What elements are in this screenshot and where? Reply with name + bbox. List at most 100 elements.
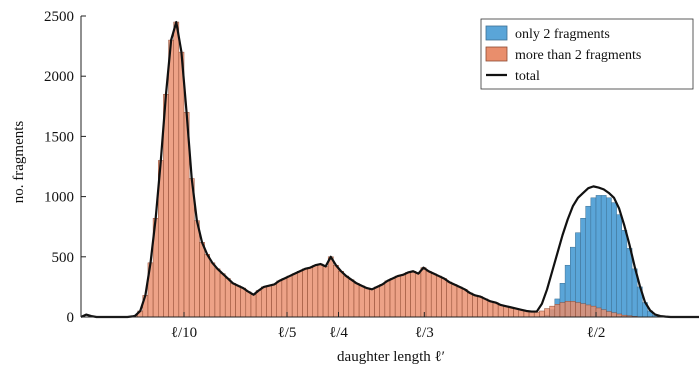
bar-more-than-2-18 — [224, 278, 231, 318]
bar-only-2-15 — [616, 214, 622, 318]
legend-box — [480, 18, 694, 90]
bar-more-than-2-49 — [384, 280, 391, 318]
bar-more-than-2-56 — [420, 267, 427, 318]
bar-more-than-2-86 — [575, 302, 581, 318]
x-axis-label: daughter length ℓ′ — [337, 349, 445, 365]
legend-label-1: more than 2 fragments — [515, 48, 641, 63]
bar-more-than-2-60 — [441, 278, 447, 318]
bar-more-than-2-12 — [194, 220, 200, 318]
bar-more-than-2-66 — [472, 295, 478, 318]
bar-more-than-2-51 — [394, 275, 401, 318]
legend-label-0: only 2 fragments — [515, 27, 610, 42]
bar-more-than-2-45 — [364, 287, 370, 318]
bar-more-than-2-62 — [451, 284, 458, 318]
bar-more-than-2-14 — [204, 254, 211, 318]
bar-more-than-2-61 — [446, 281, 453, 318]
bar-more-than-2-24 — [255, 290, 262, 318]
bar-more-than-2-43 — [353, 283, 360, 318]
bar-more-than-2-81 — [549, 305, 556, 318]
bar-more-than-2-85 — [570, 301, 576, 318]
bar-more-than-2-83 — [559, 302, 566, 318]
y-tick-label-1000: 1000 — [44, 190, 74, 206]
y-tick-label-0: 0 — [67, 310, 75, 326]
bar-more-than-2-67 — [477, 296, 483, 318]
bar-only-2-8 — [580, 218, 586, 318]
x-tick-label-3: ℓ/3 — [415, 325, 434, 341]
bar-only-2-12 — [600, 195, 607, 318]
x-tick-label-4: ℓ/2 — [587, 325, 606, 341]
bar-only-2-17 — [626, 248, 633, 318]
bar-more-than-2-17 — [219, 273, 226, 318]
bar-more-than-2-71 — [497, 304, 504, 318]
bar-more-than-2-64 — [461, 289, 468, 318]
bar-more-than-2-16 — [214, 268, 221, 318]
bar-more-than-2-92 — [606, 311, 612, 318]
bar-more-than-2-22 — [245, 291, 252, 318]
total-line-layer — [80, 20, 699, 319]
bar-more-than-2-48 — [379, 284, 386, 318]
bar-more-than-2-13 — [199, 242, 205, 318]
bar-more-than-2-58 — [430, 273, 437, 318]
bar-only-2-14 — [611, 202, 617, 318]
total-line — [80, 20, 699, 319]
bar-more-than-2-70 — [492, 302, 499, 318]
bar-more-than-2-69 — [487, 301, 494, 318]
y-tick-label-2500: 2500 — [44, 9, 74, 25]
bar-more-than-2-35 — [312, 264, 319, 318]
bar-more-than-2-19 — [230, 283, 236, 318]
bar-more-than-2-29 — [281, 278, 288, 318]
legend-swatch-1 — [485, 46, 508, 62]
bar-more-than-2-25 — [261, 286, 267, 318]
bar-more-than-2-33 — [302, 268, 308, 318]
bar-only-2-11 — [595, 195, 602, 318]
bar-more-than-2-39 — [333, 264, 339, 318]
bar-more-than-2-27 — [271, 284, 277, 318]
bar-more-than-2-90 — [595, 307, 602, 318]
bar-more-than-2-20 — [235, 285, 241, 318]
bar-more-than-2-38 — [327, 256, 334, 318]
bar-more-than-2-36 — [317, 263, 324, 318]
bar-more-than-2-57 — [425, 271, 432, 318]
legend-swatch-0 — [485, 25, 508, 41]
y-axis-label: no. fragments — [11, 121, 27, 204]
bar-more-than-2-23 — [250, 294, 257, 318]
bar-more-than-2-9 — [178, 51, 185, 318]
legend-label-2: total — [515, 69, 540, 84]
bar-more-than-2-79 — [539, 310, 545, 318]
bar-more-than-2-40 — [338, 271, 344, 318]
x-tick-label-1: ℓ/5 — [278, 325, 297, 341]
bar-more-than-2-28 — [276, 280, 283, 318]
bar-more-than-2-88 — [585, 304, 592, 318]
bar-more-than-2-55 — [415, 273, 422, 318]
bar-more-than-2-63 — [456, 286, 463, 318]
y-tick-label-500: 500 — [52, 250, 75, 266]
bar-more-than-2-50 — [389, 278, 396, 318]
bar-more-than-2-42 — [348, 279, 355, 318]
bar-more-than-2-41 — [343, 275, 350, 318]
x-tick-label-0: ℓ/10 — [171, 325, 197, 341]
bar-only-2-9 — [585, 205, 592, 318]
bar-more-than-2-26 — [266, 285, 272, 318]
bar-more-than-2-46 — [369, 289, 375, 318]
bar-more-than-2-78 — [533, 311, 540, 318]
bar-more-than-2-47 — [374, 286, 380, 318]
bar-more-than-2-8 — [173, 21, 180, 318]
bar-more-than-2-82 — [554, 304, 561, 318]
axes: 0 500 1000 1500 2000 2500 ℓ/10 ℓ/5 ℓ/4 ℓ/3 ℓ/2 — [44, 9, 699, 341]
bar-more-than-2-7 — [168, 39, 174, 318]
bar-more-than-2-54 — [410, 271, 417, 318]
bar-more-than-2-72 — [503, 305, 509, 318]
bar-more-than-2-87 — [580, 303, 586, 318]
bar-more-than-2-65 — [467, 292, 473, 318]
bar-more-than-2-21 — [240, 287, 247, 318]
bar-more-than-2-68 — [482, 298, 489, 318]
bar-more-than-2-91 — [600, 309, 607, 318]
bar-only-2-10 — [590, 197, 597, 318]
bar-more-than-2-32 — [297, 271, 303, 318]
bar-more-than-2-34 — [307, 267, 314, 318]
bar-more-than-2-37 — [322, 266, 329, 318]
bar-more-than-2-53 — [405, 272, 411, 318]
bar-more-than-2-84 — [564, 301, 571, 318]
bar-only-2-13 — [606, 197, 612, 318]
